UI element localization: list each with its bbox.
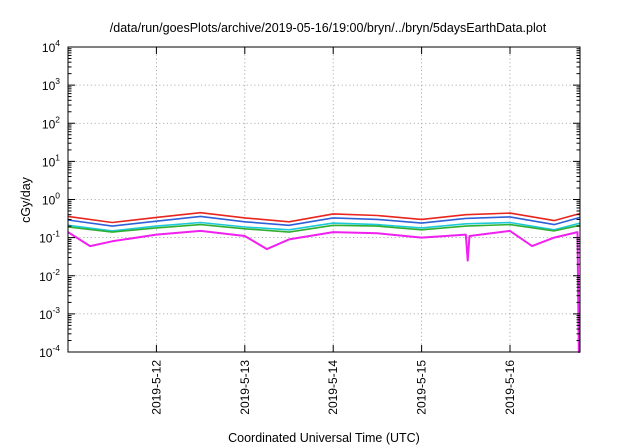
y-tick-label: 102 bbox=[42, 114, 60, 131]
y-tick-label: 101 bbox=[42, 152, 60, 169]
series-line-5 bbox=[67, 229, 580, 353]
x-axis-label: Coordinated Universal Time (UTC) bbox=[228, 431, 420, 445]
x-tick-label: 2019-5-14 bbox=[326, 360, 340, 415]
series-layer bbox=[67, 211, 581, 353]
series-line-2 bbox=[67, 215, 581, 227]
y-tick-label: 104 bbox=[42, 38, 60, 55]
tick-layer: 10-4 10-3 10-2 10-1 100 101 102 103 104 2019-5-12… bbox=[39, 38, 580, 415]
y-tick-label: 10-4 bbox=[39, 343, 60, 360]
x-tick-label: 2019-5-13 bbox=[238, 360, 252, 415]
grid-layer bbox=[68, 47, 580, 352]
series-line-1 bbox=[67, 211, 581, 224]
x-tick-label: 2019-5-16 bbox=[503, 360, 517, 415]
y-tick-label: 10-3 bbox=[39, 305, 60, 322]
y-tick-label: 100 bbox=[42, 191, 60, 208]
y-axis-label: cGy/day bbox=[19, 176, 33, 223]
y-tick-label: 103 bbox=[42, 76, 60, 93]
x-tick-label: 2019-5-12 bbox=[149, 360, 163, 415]
x-tick-label: 2019-5-15 bbox=[415, 360, 429, 415]
y-tick-label: 10-1 bbox=[39, 229, 60, 246]
chart-title: /data/run/goesPlots/archive/2019-05-16/1… bbox=[110, 21, 547, 35]
series-line-4 bbox=[67, 223, 581, 233]
series-line-3 bbox=[67, 221, 581, 232]
y-tick-label: 10-2 bbox=[39, 267, 60, 284]
